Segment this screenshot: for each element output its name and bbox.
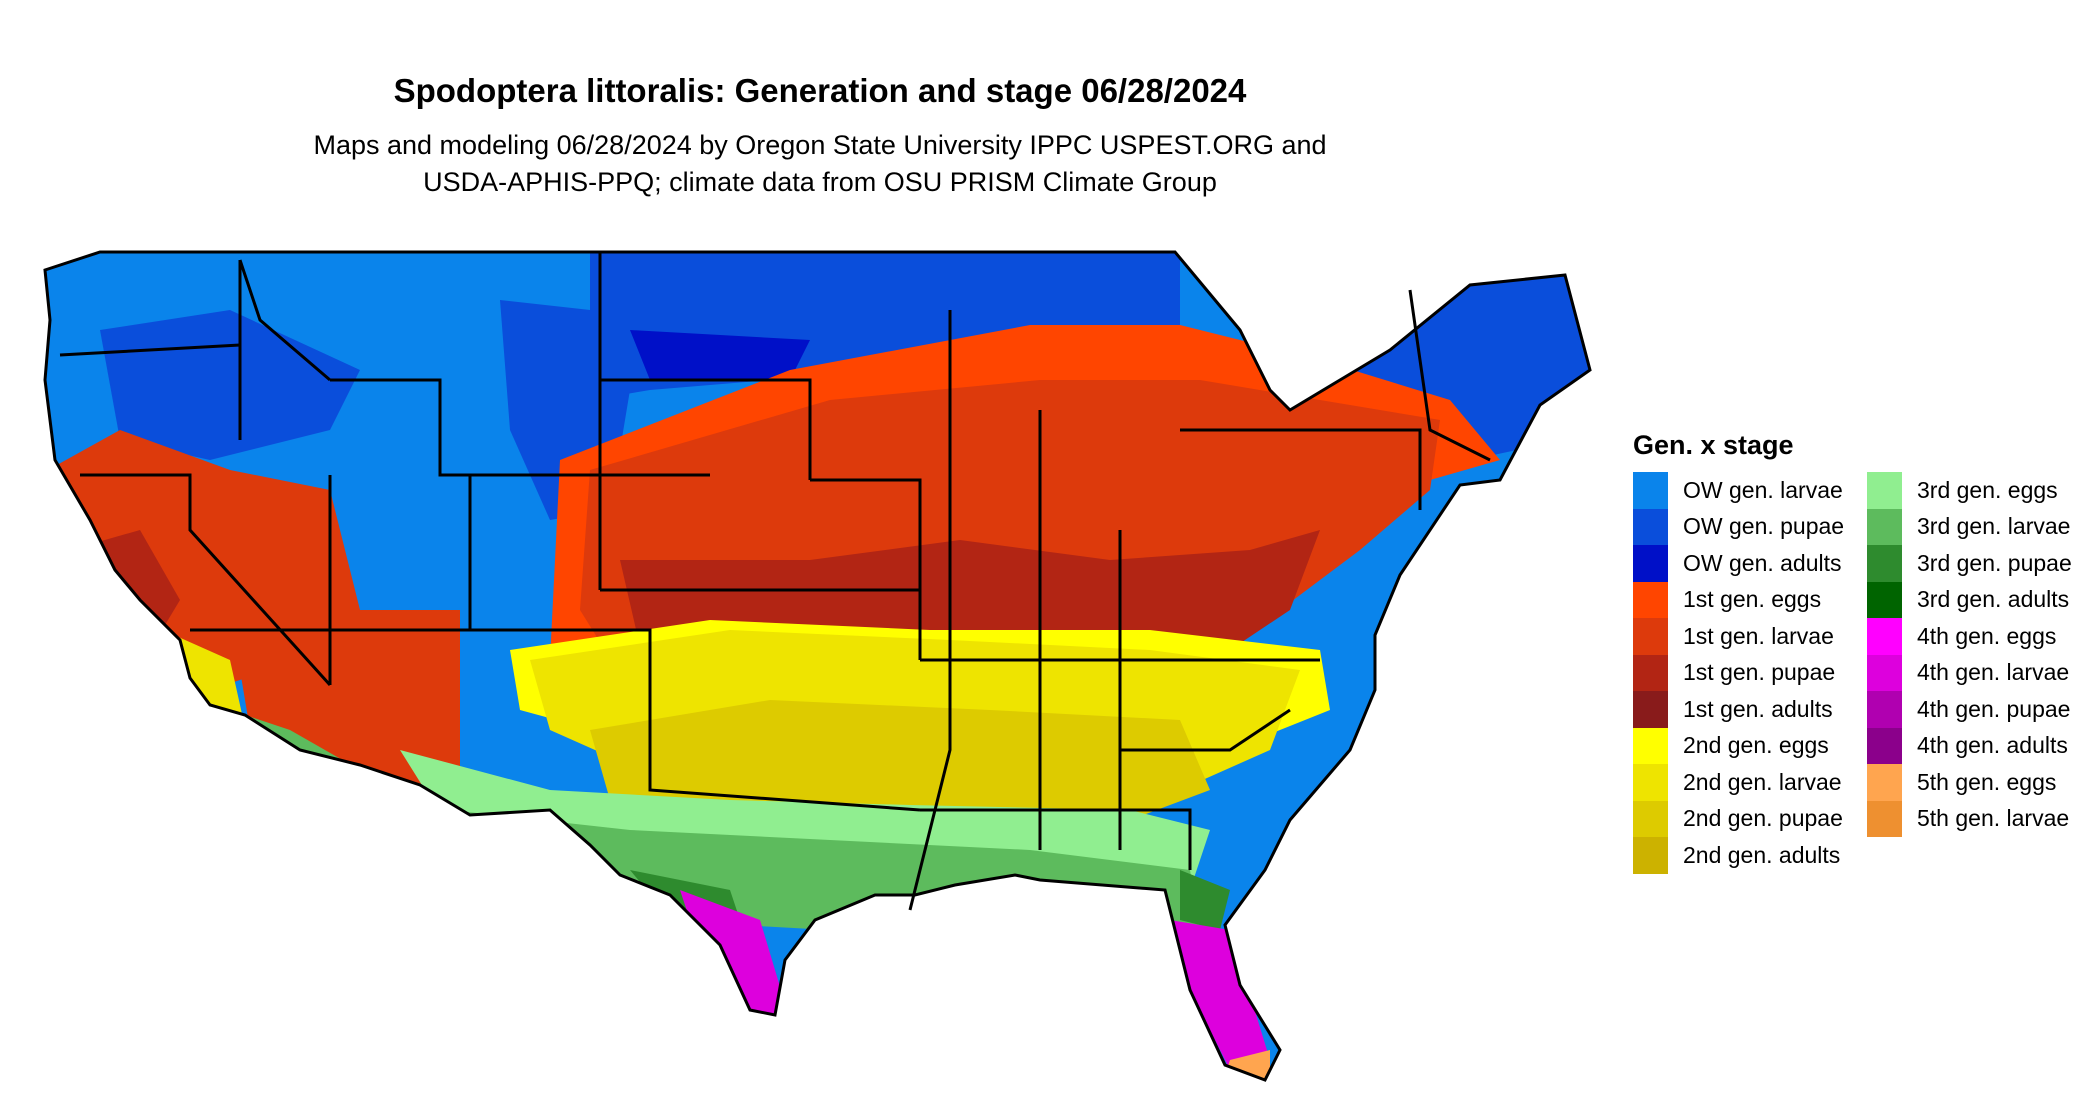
legend-label: 1st gen. eggs [1683,586,1822,613]
legend-label: 2nd gen. adults [1683,841,1841,868]
legend-label: 2nd gen. eggs [1683,732,1829,759]
border-mississippi [908,310,952,911]
zone-5th-eggs [1220,1050,1270,1080]
legend-swatch [1633,618,1668,655]
page-title: Spodoptera littoralis: Generation and st… [393,72,1247,109]
legend-item: 4th gen. adults [1867,727,2072,764]
legend-column-2: 3rd gen. eggs 3rd gen. larvae 3rd gen. pup… [1867,472,2072,837]
border-pa [1180,428,1422,510]
legend-swatch [1867,472,1902,509]
legend-swatch [1633,727,1668,764]
legend-item: 4th gen. eggs [1867,618,2072,655]
legend-swatch [1867,800,1902,837]
legend-swatch [1633,581,1668,618]
legend-item: 4th gen. larvae [1867,654,2072,691]
legend-swatch [1867,691,1902,728]
legend-swatch [1633,764,1668,801]
legend-swatch [1867,618,1902,655]
legend-swatch [1633,691,1668,728]
border-nd-sd [600,378,812,480]
legend-swatch [1867,508,1902,545]
border-wa-or [59,343,241,357]
legend-label: 3rd gen. larvae [1917,513,2071,540]
legend-column-1: OW gen. larvae OW gen. pupae OW gen. adult… [1633,472,1844,874]
border-new-england [1408,289,1491,462]
legend-swatch [1633,837,1668,874]
legend-swatch [1633,508,1668,545]
subtitle-line-2: USDA-APHIS-PPQ; climate data from OSU PR… [423,167,1217,197]
legend-swatch [1867,545,1902,582]
legend-item: 1st gen. larvae [1633,618,1844,655]
legend-item: 2nd gen. larvae [1633,764,1844,801]
legend-item: 5th gen. larvae [1867,800,2072,837]
legend-item: OW gen. adults [1633,545,1844,582]
legend-label: 1st gen. larvae [1683,622,1834,649]
state-borders [43,250,1592,1082]
legend-label: 4th gen. adults [1917,732,2068,759]
legend-swatch [1633,545,1668,582]
legend-title: Gen. x stage [1633,430,1794,460]
border-id-mt [238,259,331,382]
legend-label: 5th gen. eggs [1917,768,2057,795]
legend-item: 3rd gen. adults [1867,581,2072,618]
legend-item: OW gen. larvae [1633,472,1844,509]
legend-swatch [1867,654,1902,691]
border-gulf-states [920,808,1192,870]
legend-label: 3rd gen. pupae [1917,549,2072,576]
legend-label: OW gen. adults [1683,549,1842,576]
zone-3rd-pupae-fl [1180,870,1230,930]
legend-item: 4th gen. pupae [1867,691,2072,728]
legend-label: 4th gen. larvae [1917,659,2070,686]
legend-swatch [1867,764,1902,801]
legend-item: 1st gen. adults [1633,691,1844,728]
legend-item: OW gen. pupae [1633,508,1845,545]
legend-item: 3rd gen. larvae [1867,508,2072,545]
zone-ow-pupae-west [100,310,360,460]
border-southeast [1120,708,1291,752]
legend-item: 3rd gen. pupae [1867,545,2072,582]
us-map [43,250,1592,1082]
legend-label: 2nd gen. larvae [1683,768,1842,795]
legend-label: OW gen. pupae [1683,513,1845,540]
legend-item: 1st gen. pupae [1633,654,1844,691]
legend-item: 3rd gen. eggs [1867,472,2072,509]
legend-item: 1st gen. eggs [1633,581,1844,618]
legend-item: 5th gen. eggs [1867,764,2072,801]
legend-swatch [1633,472,1668,509]
zone-4th-larvae-florida [1170,920,1270,1070]
legend-swatch [1867,727,1902,764]
zone-ow-adults [630,330,810,380]
legend-label: 1st gen. pupae [1683,659,1836,686]
legend-swatch [1633,800,1668,837]
legend-item: 2nd gen. eggs [1633,727,1844,764]
border-tx [648,660,921,812]
legend-label: OW gen. larvae [1683,476,1843,503]
border-ut-co [330,378,710,477]
border-ca-nv [80,473,332,687]
zone-4th-larvae-texas [680,890,790,1020]
legend-label: 1st gen. adults [1683,695,1833,722]
legend-label: 3rd gen. eggs [1917,476,2058,503]
legend-swatch [1867,581,1902,618]
legend-label: 4th gen. pupae [1917,695,2071,722]
legend-swatch [1633,654,1668,691]
legend-label: 3rd gen. adults [1917,586,2070,613]
legend-item: 2nd gen. pupae [1633,800,1844,837]
legend-label: 2nd gen. pupae [1683,805,1843,832]
border-mo [810,478,922,590]
subtitle-line-1: Maps and modeling 06/28/2024 by Oregon S… [313,130,1327,160]
legend-label: 4th gen. eggs [1917,622,2057,649]
legend-item: 2nd gen. adults [1633,837,1844,874]
legend-label: 5th gen. larvae [1917,805,2070,832]
